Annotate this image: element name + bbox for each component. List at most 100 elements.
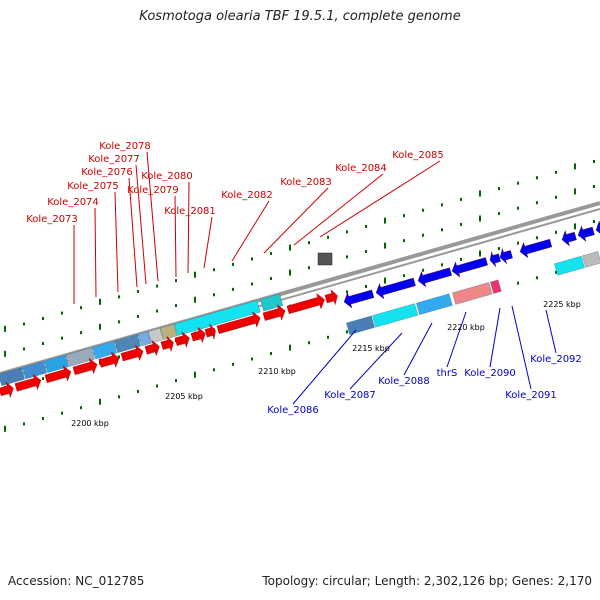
cog-box [92,341,117,360]
tick-mark [346,330,348,334]
tick-mark [99,298,101,305]
tick-mark [175,304,177,308]
gene-box [317,252,333,266]
forward-gene-label: Kole_2074 [47,197,99,208]
tick-mark [441,263,443,267]
tick-mark [498,247,500,251]
tick-mark [232,287,234,291]
tick-mark [308,266,310,270]
tick-mark [498,187,500,191]
tick-mark [460,197,462,201]
tick-mark [574,223,576,230]
tick-mark [574,188,576,195]
tick-mark [4,325,6,332]
leader-line [135,164,147,285]
tick-mark [118,295,120,299]
leader-line [146,151,159,282]
reverse-gene-arrow [417,267,452,288]
leader-line [403,322,433,376]
tick-mark [23,322,25,326]
tick-mark [517,241,519,245]
tick-mark [574,163,576,170]
tick-mark [194,296,196,303]
tick-mark [479,190,481,197]
scale-label: 2210 kbp [258,367,296,376]
scale-label: 2225 kbp [543,300,581,309]
reverse-gene-label: Kole_2091 [505,390,557,401]
forward-gene-label: Kole_2084 [335,163,387,174]
tick-mark [327,335,329,339]
reverse-gene-arrow [489,251,501,268]
cog-box [138,331,152,347]
forward-gene-arrow [72,357,98,375]
tick-mark [175,379,177,383]
scale-label: 2220 kbp [447,323,485,332]
tick-mark [422,208,424,212]
scale-label: 2200 kbp [71,419,109,428]
tick-mark [441,228,443,232]
leader-line [203,216,213,269]
reverse-gene-label: thrS [437,368,458,379]
cog-box [452,282,493,305]
cog-box [66,347,95,367]
forward-gene-arrow [120,344,144,362]
tick-mark [156,309,158,313]
cog-box [554,255,585,276]
tick-mark [593,219,595,223]
forward-gene-arrow [0,381,14,398]
forward-gene-label: Kole_2079 [127,185,179,196]
forward-gene-label: Kole_2073 [26,214,78,225]
cog-box [174,300,261,336]
tick-mark [251,282,253,286]
cog-box [0,367,25,386]
forward-gene-arrow [14,373,42,392]
tick-mark [517,206,519,210]
reverse-gene-arrow [519,238,553,259]
tick-mark [61,411,63,415]
leader-line [293,173,384,246]
cog-box [22,361,47,380]
tick-mark [156,284,158,288]
leader-line [511,305,532,390]
forward-gene-arrow [174,331,190,348]
label-leader-lines [73,151,557,405]
reverse-gene-arrow [343,289,375,309]
tick-mark [403,239,405,243]
tick-mark [4,350,6,357]
leader-line [174,195,177,278]
reverse-gene-label: Kole_2088 [378,376,430,387]
leader-line [114,191,119,293]
tick-mark [289,244,291,251]
tick-mark [137,389,139,393]
tick-mark [42,377,44,381]
scale-labels: 2200 kbp 2205 kbp 2210 kbp 2215 kbp 2220 kbp… [71,300,581,428]
tick-mark [118,395,120,399]
tick-mark [403,274,405,278]
tick-mark [365,249,367,253]
tick-mark [175,279,177,283]
forward-gene-label: Kole_2082 [221,190,273,201]
reverse-gene-label: Kole_2090 [464,368,516,379]
tick-mark [536,176,538,180]
forward-gene-label: Kole_2085 [392,150,444,161]
tick-mark [460,257,462,261]
leader-line [231,200,270,262]
leader-line [545,309,557,354]
tick-mark [517,281,519,285]
forward-gene-arrow [160,335,174,353]
tick-mark [270,252,272,256]
cog-box [148,328,164,344]
tick-mark [365,224,367,228]
tick-mark [118,320,120,324]
forward-gene-label: Kole_2077 [88,154,140,165]
tick-mark [289,269,291,276]
leader-line [319,160,441,238]
tick-mark [213,268,215,272]
tick-mark [232,362,234,366]
forward-gene-label: Kole_2081 [164,206,216,217]
tick-mark [498,212,500,216]
cog-box [260,293,284,312]
tick-mark [99,323,101,330]
